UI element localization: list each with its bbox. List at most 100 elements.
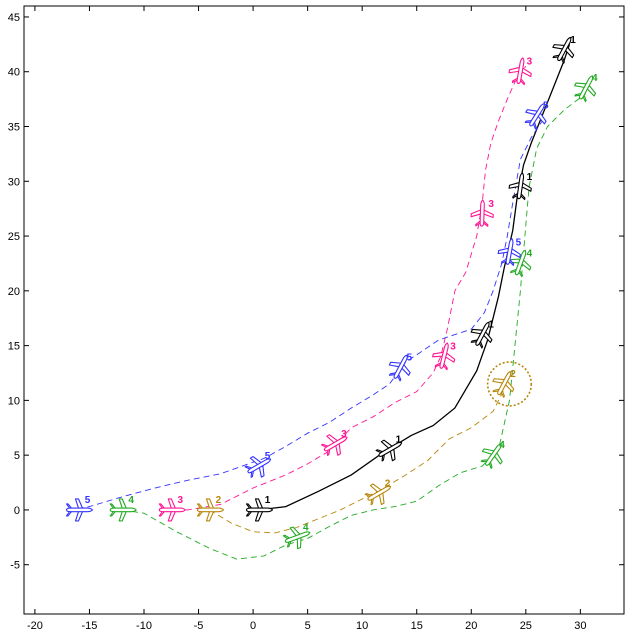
y-tick-label: 0 — [14, 505, 20, 517]
aircraft-icon — [508, 172, 532, 201]
y-tick-label: -5 — [10, 560, 20, 572]
aircraft-icon — [470, 321, 493, 349]
y-tick-label: 30 — [8, 176, 20, 188]
aircraft-icon — [508, 57, 532, 86]
aircraft-icon — [388, 354, 411, 382]
highlight-circle — [486, 361, 533, 407]
aircraft-body — [245, 498, 274, 522]
aircraft-icon — [480, 443, 503, 470]
y-tick-label: 35 — [8, 122, 20, 134]
aircraft-label: 3 — [177, 495, 183, 506]
x-tick-label: -15 — [82, 620, 98, 632]
aircraft-body — [480, 443, 503, 470]
aircraft-label: 1 — [265, 495, 271, 506]
aircraft-icon — [470, 199, 494, 227]
aircraft-body — [109, 498, 137, 522]
x-tick-label: 30 — [574, 620, 586, 632]
series-line-2 — [209, 389, 505, 534]
y-tick-label: 45 — [8, 12, 20, 24]
x-tick-label: 10 — [356, 620, 368, 632]
aircraft-label: 5 — [516, 237, 522, 248]
aircraft-label: 2 — [385, 478, 391, 489]
aircraft-body — [508, 172, 532, 201]
y-tick-label: 20 — [8, 286, 20, 298]
aircraft-body — [388, 354, 411, 382]
x-tick-label: -20 — [27, 620, 43, 632]
aircraft-body — [375, 439, 403, 462]
aircraft-icon — [492, 370, 515, 398]
series-line-4 — [122, 93, 587, 560]
series-line-1 — [258, 44, 571, 511]
aircraft-label: 4 — [303, 522, 309, 533]
aircraft-body — [282, 526, 311, 550]
y-tick-label: 5 — [14, 450, 20, 462]
aircraft-label: 4 — [527, 248, 533, 259]
aircraft-icon — [245, 498, 274, 522]
aircraft-body — [470, 321, 493, 349]
series-line-3 — [165, 66, 527, 511]
aircraft-body — [320, 434, 348, 456]
plot-area — [23, 5, 625, 615]
aircraft-body — [574, 75, 597, 103]
aircraft-label: 5 — [85, 495, 91, 506]
aircraft-label: 5 — [407, 353, 413, 364]
aircraft-body — [497, 238, 521, 266]
aircraft-icon — [524, 103, 547, 130]
x-tick-label: 5 — [305, 620, 311, 632]
series-group — [67, 44, 587, 560]
x-tick-label: 15 — [411, 620, 423, 632]
aircraft-body — [364, 483, 392, 506]
aircraft-body — [432, 342, 456, 371]
aircraft-icon — [282, 526, 311, 550]
aircraft-icon — [497, 238, 521, 266]
aircraft-icon — [432, 342, 456, 371]
aircraft-icon — [158, 498, 186, 522]
aircraft-label: 1 — [396, 435, 402, 446]
y-tick-label: 15 — [8, 341, 20, 353]
y-tick-label: 25 — [8, 231, 20, 243]
aircraft-body — [65, 498, 94, 522]
aircraft-icon — [65, 498, 94, 522]
aircraft-label: 3 — [488, 199, 494, 210]
aircraft-icon — [364, 483, 392, 506]
aircraft-body — [524, 103, 547, 130]
aircraft-body — [244, 456, 272, 478]
x-tick-label: 0 — [250, 620, 256, 632]
aircraft-label: 2 — [510, 369, 516, 380]
axes-group: -20 -15 -10 -5 0 5 10 15 20 25 30-5051015202530354… — [8, 6, 624, 632]
aircraft-label: 2 — [216, 495, 222, 506]
series-line-5 — [67, 120, 543, 511]
x-tick-label: 20 — [465, 620, 477, 632]
aircraft-label: 4 — [592, 73, 598, 84]
aircraft-icon — [375, 439, 403, 462]
aircraft-body — [158, 498, 186, 522]
aircraft-icon — [196, 498, 225, 522]
aircraft-body — [470, 199, 494, 227]
aircraft-label: 5 — [543, 101, 549, 112]
aircraft-icon — [244, 456, 272, 478]
y-tick-label: 40 — [8, 67, 20, 79]
aircraft-body — [492, 370, 515, 398]
aircraft-label: 1 — [527, 172, 533, 183]
x-tick-label: 25 — [520, 620, 532, 632]
aircraft-icon — [552, 36, 575, 64]
x-tick-label: -5 — [194, 620, 204, 632]
y-tick-label: 10 — [8, 395, 20, 407]
aircraft-body — [552, 36, 575, 64]
x-tick-label: -10 — [136, 620, 152, 632]
aircraft-label: 3 — [450, 342, 456, 353]
aircraft-label: 3 — [527, 57, 533, 68]
aircraft-label: 5 — [265, 451, 271, 462]
aircraft-label: 3 — [341, 429, 347, 440]
aircraft-label: 1 — [570, 35, 576, 46]
aircraft-body — [196, 498, 225, 522]
aircraft-icon — [574, 75, 597, 103]
aircraft-label: 4 — [499, 440, 505, 451]
aircraft-label: 1 — [488, 320, 494, 331]
aircraft-body — [508, 57, 532, 86]
aircraft-icon — [320, 434, 348, 456]
aircraft-icon — [109, 498, 137, 522]
